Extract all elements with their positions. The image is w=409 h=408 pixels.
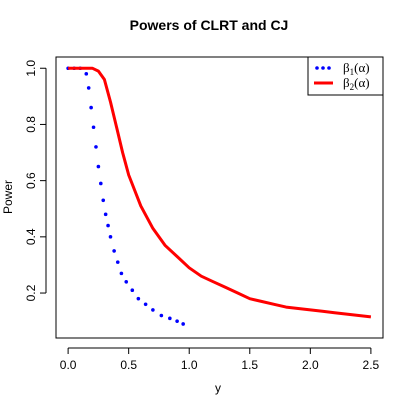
series-1-point <box>91 125 96 130</box>
x-tick-label: 0.5 <box>120 358 137 372</box>
series-1-point <box>168 316 172 321</box>
legend-entry-1: β1(α) <box>343 60 370 77</box>
series-1-point <box>94 145 98 149</box>
series-1-point <box>89 105 93 110</box>
legend-swatch-dot <box>315 66 319 70</box>
x-tick-label: 2.0 <box>302 358 319 372</box>
series-layer <box>66 66 372 326</box>
x-tick-label: 0.0 <box>60 358 77 372</box>
legend-argument: (α) <box>354 60 369 75</box>
legend-symbol: β <box>343 75 350 90</box>
x-axis: 0.0 0.5 1.0 1.5 2.0 2.5 <box>60 347 380 372</box>
series-1-point <box>130 288 135 293</box>
series-1-point <box>86 86 91 90</box>
series-1-point <box>119 271 124 276</box>
x-axis-label: y <box>215 381 221 395</box>
series-1-point <box>96 164 101 169</box>
series-2 <box>68 66 372 319</box>
legend-swatch-dot <box>321 66 325 70</box>
x-tick-label: 1.5 <box>241 358 258 372</box>
y-axis-label: Power <box>1 180 15 214</box>
series-1-point <box>124 280 129 284</box>
y-tick-label: 0.8 <box>24 116 38 133</box>
legend-entry-2: β2(α) <box>343 75 370 92</box>
series-1-point <box>101 198 106 203</box>
series-1-point <box>106 223 110 228</box>
legend-argument: (α) <box>354 75 369 90</box>
series-1-point <box>115 260 120 264</box>
series-1-point <box>99 181 103 186</box>
series-1-point <box>136 296 141 301</box>
series-1-point <box>108 235 113 239</box>
series-2-line <box>68 66 372 319</box>
y-tick-label: 1.0 <box>24 60 38 77</box>
series-1-point <box>143 302 148 307</box>
series-1-point <box>112 249 116 253</box>
y-tick-label: 0.2 <box>24 284 38 301</box>
plot-area <box>55 56 384 339</box>
y-tick-label: 0.4 <box>24 228 38 245</box>
y-tick-label: 0.6 <box>24 172 38 189</box>
series-1-point <box>181 322 185 326</box>
y-axis: 0.2 0.4 0.6 0.8 1.0 <box>24 60 47 301</box>
legend: β1(α)β2(α) <box>307 56 384 96</box>
x-tick-label: 1.0 <box>181 358 198 372</box>
series-1 <box>66 66 185 326</box>
chart-title: Powers of CLRT and CJ <box>130 17 289 33</box>
series-1-point <box>151 308 155 312</box>
legend-symbol: β <box>343 60 350 75</box>
legend-box <box>307 56 384 96</box>
x-tick-label: 2.5 <box>363 358 380 372</box>
legend-swatch-dot <box>327 66 331 70</box>
series-1-point <box>159 313 164 318</box>
legend-subscript: 2 <box>350 82 355 92</box>
series-1-point <box>175 319 179 323</box>
series-1-point <box>103 212 108 217</box>
series-1-point <box>84 72 89 76</box>
legend-subscript: 1 <box>350 67 355 77</box>
